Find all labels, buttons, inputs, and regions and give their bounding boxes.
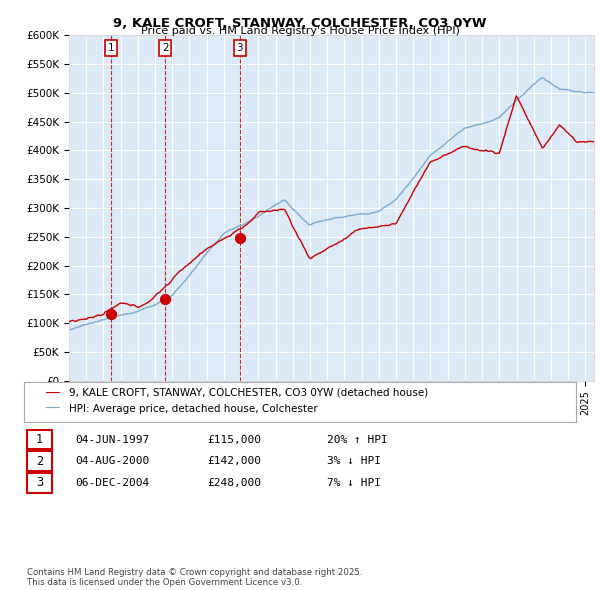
Text: 1: 1 bbox=[107, 43, 114, 53]
Text: 7% ↓ HPI: 7% ↓ HPI bbox=[327, 478, 381, 488]
Text: 20% ↑ HPI: 20% ↑ HPI bbox=[327, 435, 388, 444]
Text: 3: 3 bbox=[236, 43, 243, 53]
Text: 1: 1 bbox=[36, 432, 43, 446]
Point bbox=[160, 294, 170, 304]
Text: 04-JUN-1997: 04-JUN-1997 bbox=[75, 435, 149, 444]
Point bbox=[235, 233, 245, 242]
Text: 2: 2 bbox=[162, 43, 169, 53]
Text: Contains HM Land Registry data © Crown copyright and database right 2025.
This d: Contains HM Land Registry data © Crown c… bbox=[27, 568, 362, 587]
Text: 3: 3 bbox=[36, 476, 43, 490]
Text: 04-AUG-2000: 04-AUG-2000 bbox=[75, 457, 149, 466]
Text: 3% ↓ HPI: 3% ↓ HPI bbox=[327, 457, 381, 466]
Text: £248,000: £248,000 bbox=[207, 478, 261, 488]
Text: 06-DEC-2004: 06-DEC-2004 bbox=[75, 478, 149, 488]
Text: 9, KALE CROFT, STANWAY, COLCHESTER, CO3 0YW: 9, KALE CROFT, STANWAY, COLCHESTER, CO3 … bbox=[113, 17, 487, 30]
Text: ──: ── bbox=[45, 386, 60, 399]
Text: HPI: Average price, detached house, Colchester: HPI: Average price, detached house, Colc… bbox=[69, 404, 318, 414]
Text: £115,000: £115,000 bbox=[207, 435, 261, 444]
Text: 9, KALE CROFT, STANWAY, COLCHESTER, CO3 0YW (detached house): 9, KALE CROFT, STANWAY, COLCHESTER, CO3 … bbox=[69, 388, 428, 398]
Text: ──: ── bbox=[45, 402, 60, 415]
Point bbox=[106, 310, 115, 319]
Text: 2: 2 bbox=[36, 454, 43, 468]
Text: Price paid vs. HM Land Registry's House Price Index (HPI): Price paid vs. HM Land Registry's House … bbox=[140, 26, 460, 36]
Text: £142,000: £142,000 bbox=[207, 457, 261, 466]
